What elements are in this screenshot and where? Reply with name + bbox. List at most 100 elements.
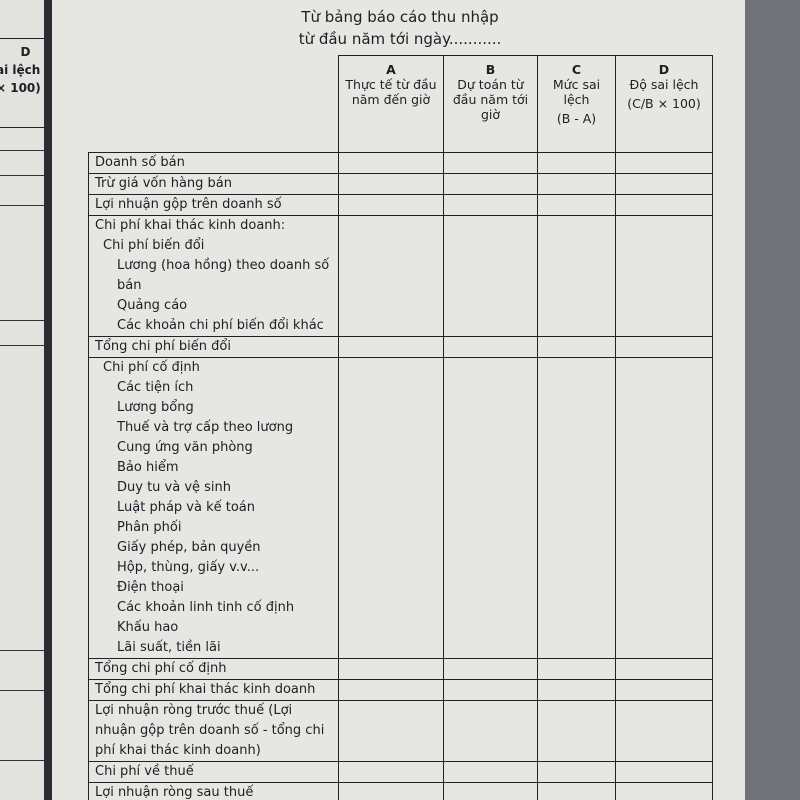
empty-cell [537,782,616,800]
row-label-cell: Lợi nhuận gộp trên doanh số [88,194,339,216]
row-item: Luật pháp và kế toán [117,500,255,515]
table-row: Lợi nhuận ròng trước thuế (Lợi nhuận gộp… [88,700,713,762]
empty-cell [443,336,538,358]
column-header: B Dự toán từ đầu năm tới giờ [443,55,538,153]
empty-cell [443,782,538,800]
row-label-cell: Chi phí về thuế [88,761,339,783]
gutter [44,0,52,800]
table-row: Tổng chi phí biến đổi [88,336,713,358]
empty-cell [338,173,444,195]
table-row: Tổng chi phí khai thác kinh doanh [88,679,713,701]
row-label-cell: Chi phí khai thác kinh doanh: Chi phí biế… [88,215,339,337]
empty-cell [615,215,713,337]
table-row: Chi phí khai thác kinh doanh: Chi phí biế… [88,215,713,337]
empty-cell [537,679,616,701]
empty-cell [443,658,538,680]
empty-cell [338,194,444,216]
row-label: Lợi nhuận gộp trên doanh số [95,197,282,212]
row-item: Bảo hiểm [117,460,179,475]
left-page: D ai lệch × 100) [0,0,44,800]
empty-cell [443,152,538,174]
empty-cell [338,761,444,783]
row-item: Điện thoại [117,580,184,595]
row-item: Thuế và trợ cấp theo lương [117,420,294,435]
rule [0,760,44,761]
row-label: Tổng chi phí cố định [95,661,227,676]
row-item: Lương (hoa hồng) theo doanh số bán [117,258,330,293]
column-title: Thực tế từ đầu năm đến giờ [345,77,437,107]
column-header: A Thực tế từ đầu năm đến giờ [338,55,444,153]
row-item: Các tiện ích [117,380,194,395]
empty-cell [338,658,444,680]
empty-cell [443,761,538,783]
empty-cell [615,194,713,216]
empty-cell [443,215,538,337]
row-label-cell: Lợi nhuận ròng trước thuế (Lợi nhuận gộp… [88,700,339,762]
column-header: D Độ sai lệch (C/B × 100) [615,55,713,153]
column-letter: C [571,62,582,77]
empty-cell [338,782,444,800]
empty-cell [443,194,538,216]
row-item: Quảng cáo [117,298,188,313]
row-label: Lợi nhuận ròng trước thuế (Lợi nhuận gộp… [95,703,325,758]
row-label: Doanh số bán [95,155,185,170]
column-letter: A [386,62,396,77]
rule [0,175,44,176]
row-label-cell: Tổng chi phí khai thác kinh doanh [88,679,339,701]
empty-cell [615,173,713,195]
empty-cell [537,700,616,762]
row-item: Phân phối [117,520,182,535]
empty-cell [615,658,713,680]
row-label-cell: Tổng chi phí cố định [88,658,339,680]
empty-cell [338,679,444,701]
row-sublabel: Chi phí cố định [103,360,200,375]
column-letter: B [485,62,496,77]
empty-cell [615,336,713,358]
row-label-cell: Doanh số bán [88,152,339,174]
table-row: Tổng chi phí cố định [88,658,713,680]
title-line: Từ bảng báo cáo thu nhập [301,8,499,26]
row-label: Chi phí về thuế [95,764,194,779]
title-line: từ đầu năm tới ngày........... [298,30,502,48]
row-label: Chi phí khai thác kinh doanh: [95,218,286,233]
row-label: Tổng chi phí biến đổi [95,339,231,354]
empty-cell [537,336,616,358]
column-header: C Mức sai lệch (B - A) [537,55,616,153]
row-label-cell: Tổng chi phí biến đổi [88,336,339,358]
empty-cell [615,782,713,800]
left-header-line: ai lệch [0,63,41,77]
left-page-header: D ai lệch × 100) [0,38,44,128]
row-label: Trừ giá vốn hàng bán [95,176,233,191]
empty-cell [338,152,444,174]
table-row: Lợi nhuận ròng sau thuế [88,782,713,800]
table-row: Trừ giá vốn hàng bán [88,173,713,195]
rule [0,650,44,651]
empty-cell [615,679,713,701]
column-formula: (C/B × 100) [627,96,701,111]
row-label-cell: Chi phí cố định Các tiện ích Lương bổng Thu… [88,357,339,659]
empty-cell [443,700,538,762]
rule [0,690,44,691]
row-item: Hộp, thùng, giấy v.v... [117,560,260,575]
row-item: Các khoản chi phí biến đổi khác [117,318,324,333]
column-title: Độ sai lệch [629,77,699,92]
rule [0,150,44,151]
row-item: Duy tu và vệ sinh [117,480,232,495]
column-title: Mức sai lệch [552,77,601,107]
empty-cell [443,173,538,195]
left-header-line: D [20,45,31,59]
row-sublabel: Chi phí biến đổi [103,238,205,253]
row-label: Lợi nhuận ròng sau thuế [95,785,254,800]
empty-cell [615,761,713,783]
row-item: Giấy phép, bản quyền [117,540,261,555]
table-row: Chi phí về thuế [88,761,713,783]
empty-cell [443,679,538,701]
empty-cell [537,761,616,783]
row-label-cell: Lợi nhuận ròng sau thuế [88,782,339,800]
empty-cell [338,357,444,659]
table-body: Doanh số bán Trừ giá vốn hàng bán Lợi nhuậ… [88,152,713,800]
row-item: Lương bổng [117,400,194,415]
rule [0,345,44,346]
row-item: Các khoản linh tinh cố định [117,600,295,615]
